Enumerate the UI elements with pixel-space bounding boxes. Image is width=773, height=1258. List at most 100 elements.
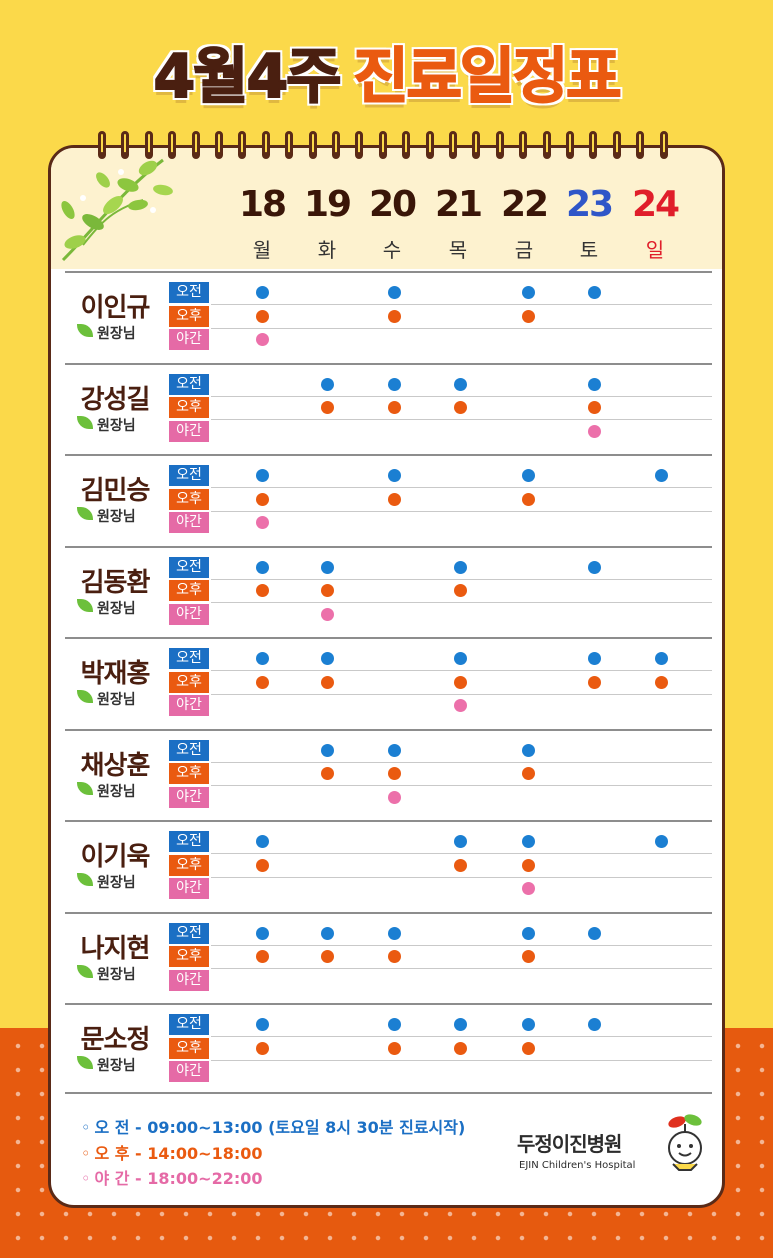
- schedule-dot-pm: [454, 858, 467, 872]
- day-name-0: 월: [252, 238, 272, 262]
- schedule-dot-am: [388, 286, 401, 299]
- slot-label-am: 오전: [169, 648, 209, 669]
- schedule-dot-night: [256, 333, 269, 346]
- doctor-title: 원장님: [77, 323, 136, 343]
- day-name-6: 일: [645, 238, 665, 262]
- doctor-title-text: 원장님: [97, 783, 136, 800]
- day-number-5: 23: [565, 184, 614, 225]
- day-number-1: 19: [303, 184, 352, 225]
- schedule-dot-am: [321, 652, 334, 665]
- slot-divider: [211, 304, 712, 305]
- schedule-dot-am: [388, 469, 401, 482]
- row-divider: [65, 271, 712, 273]
- doctor-title-text: 원장님: [97, 692, 136, 708]
- schedule-dot-am: [588, 377, 601, 391]
- binder-ring: [191, 131, 200, 159]
- schedule-dot-am: [522, 835, 535, 848]
- schedule-dot-pm: [256, 950, 269, 963]
- binder-ring: [589, 131, 598, 159]
- schedule-dot-am: [522, 469, 535, 482]
- schedule-dot-am: [655, 469, 668, 482]
- doctor-title-text: 원장님: [97, 417, 136, 434]
- schedule-dot-am: [588, 1018, 601, 1031]
- slot-label-night: 야간: [169, 420, 209, 442]
- leaf-icon: [77, 690, 93, 703]
- schedule-dot-pm: [256, 858, 269, 872]
- slot-label-night: 야간: [169, 603, 209, 625]
- schedule-dot-night: [321, 607, 334, 621]
- binder-ring: [285, 131, 294, 159]
- hospital-mascot-icon: [668, 1114, 702, 1171]
- schedule-dot-pm: [522, 858, 535, 872]
- schedule-dot-am: [522, 1018, 535, 1031]
- slot-divider: [211, 944, 712, 946]
- schedule-dot-pm: [321, 767, 334, 780]
- schedule-dot-pm: [256, 584, 269, 597]
- schedule-dot-am: [454, 652, 467, 665]
- slot-label-am: 오전: [169, 556, 209, 578]
- doctor-row: 박재홍 원장님 오전 오후 야간: [51, 637, 722, 729]
- doctor-row: 나지현 원장님 오전 오후 야간: [51, 911, 722, 1004]
- schedule-dot-am: [588, 652, 601, 665]
- binder-ring: [495, 131, 504, 159]
- doctor-title: 원장님: [77, 598, 136, 618]
- doctor-name: 이기욱: [80, 842, 151, 872]
- doctor-name: 나지현: [80, 933, 151, 964]
- schedule-dot-night: [454, 699, 467, 712]
- legend-night-text: 야 간 - 18:00~22:00: [94, 1169, 263, 1188]
- legend-am-bullet: ◦: [81, 1118, 91, 1137]
- schedule-dot-pm: [522, 492, 535, 506]
- row-divider: [65, 911, 712, 914]
- schedule-dot-pm: [588, 675, 601, 689]
- schedule-dot-am: [655, 652, 668, 665]
- legend-divider: [65, 1092, 712, 1094]
- schedule-dot-night: [256, 516, 269, 529]
- day-name-5: 토: [579, 238, 599, 262]
- schedule-dot-pm: [256, 675, 269, 689]
- day-number-2: 20: [368, 184, 417, 225]
- legend-pm: ◦ 오 후 - 14:00~18:00: [81, 1140, 263, 1164]
- legend-am-text: 오 전 - 09:00~13:00 (토요일 8시 30분 진료시작): [94, 1118, 466, 1137]
- doctor-row: 이인규 원장님 오전 오후 야간: [51, 271, 722, 363]
- binder-ring: [659, 131, 668, 159]
- binder-ring: [612, 131, 621, 159]
- leaf-icon: [77, 324, 93, 337]
- slot-label-pm: 오후: [169, 854, 209, 876]
- leaf-icon: [77, 415, 93, 429]
- schedule-dot-am: [321, 377, 334, 391]
- schedule-dot-am: [454, 377, 467, 391]
- slot-label-night: 야간: [169, 969, 209, 991]
- day-number-4: 22: [500, 184, 549, 225]
- schedule-dot-pm: [388, 1041, 401, 1055]
- slot-label-pm: 오후: [169, 946, 209, 967]
- row-divider: [65, 545, 712, 548]
- binder-ring: [261, 131, 270, 159]
- schedule-dot-am: [321, 743, 334, 757]
- slot-label-pm: 오후: [169, 671, 209, 693]
- schedule-dot-pm: [655, 675, 668, 689]
- schedule-dot-pm: [256, 492, 269, 506]
- leaf-icon: [77, 1056, 93, 1069]
- schedule-dot-pm: [388, 492, 401, 506]
- binder-rings: [0, 131, 773, 165]
- doctor-title-text: 원장님: [97, 600, 136, 617]
- doctor-title: 원장님: [77, 781, 136, 801]
- schedule-dot-night: [522, 882, 535, 895]
- slot-label-pm: 오후: [169, 1037, 209, 1059]
- binder-ring: [355, 131, 364, 159]
- binder-ring: [168, 131, 177, 159]
- slot-label-pm: 오후: [169, 305, 209, 327]
- binder-ring: [542, 131, 551, 159]
- row-divider: [65, 362, 712, 365]
- slot-divider: [211, 693, 712, 695]
- schedule-dot-pm: [388, 401, 401, 414]
- schedule-dot-pm: [388, 767, 401, 780]
- slot-label-night: 야간: [169, 1061, 209, 1082]
- schedule-dot-pm: [321, 584, 334, 597]
- binder-ring: [636, 131, 645, 159]
- schedule-dot-pm: [388, 309, 401, 323]
- doctor-title: 원장님: [77, 964, 136, 984]
- schedule-dot-am: [655, 835, 668, 848]
- leaf-icon: [77, 598, 93, 612]
- slot-label-pm: 오후: [169, 763, 209, 784]
